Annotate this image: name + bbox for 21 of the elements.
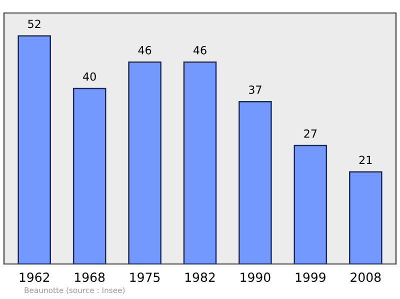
data-label: 40: [83, 72, 96, 81]
x-tick-label: 1975: [130, 272, 160, 282]
data-label: 46: [193, 46, 206, 54]
data-label: 37: [248, 86, 262, 94]
bar: [183, 62, 217, 264]
x-tick-label: 1999: [296, 272, 326, 282]
x-tick-label: 2008: [350, 272, 381, 282]
data-label: 27: [304, 129, 317, 138]
bar: [72, 88, 106, 264]
bar: [238, 101, 272, 264]
data-label: 52: [28, 20, 40, 28]
x-tick-label: 1968: [75, 272, 105, 282]
data-label: 21: [359, 156, 372, 164]
x-tick-label: 1982: [185, 272, 215, 282]
x-tick-label: 1962: [20, 272, 50, 282]
bar: [18, 35, 51, 264]
bar: [294, 144, 328, 264]
data-label: 46: [138, 46, 152, 54]
bar: [128, 62, 162, 264]
bar: [349, 171, 382, 264]
x-tick-label: 1990: [240, 272, 270, 282]
